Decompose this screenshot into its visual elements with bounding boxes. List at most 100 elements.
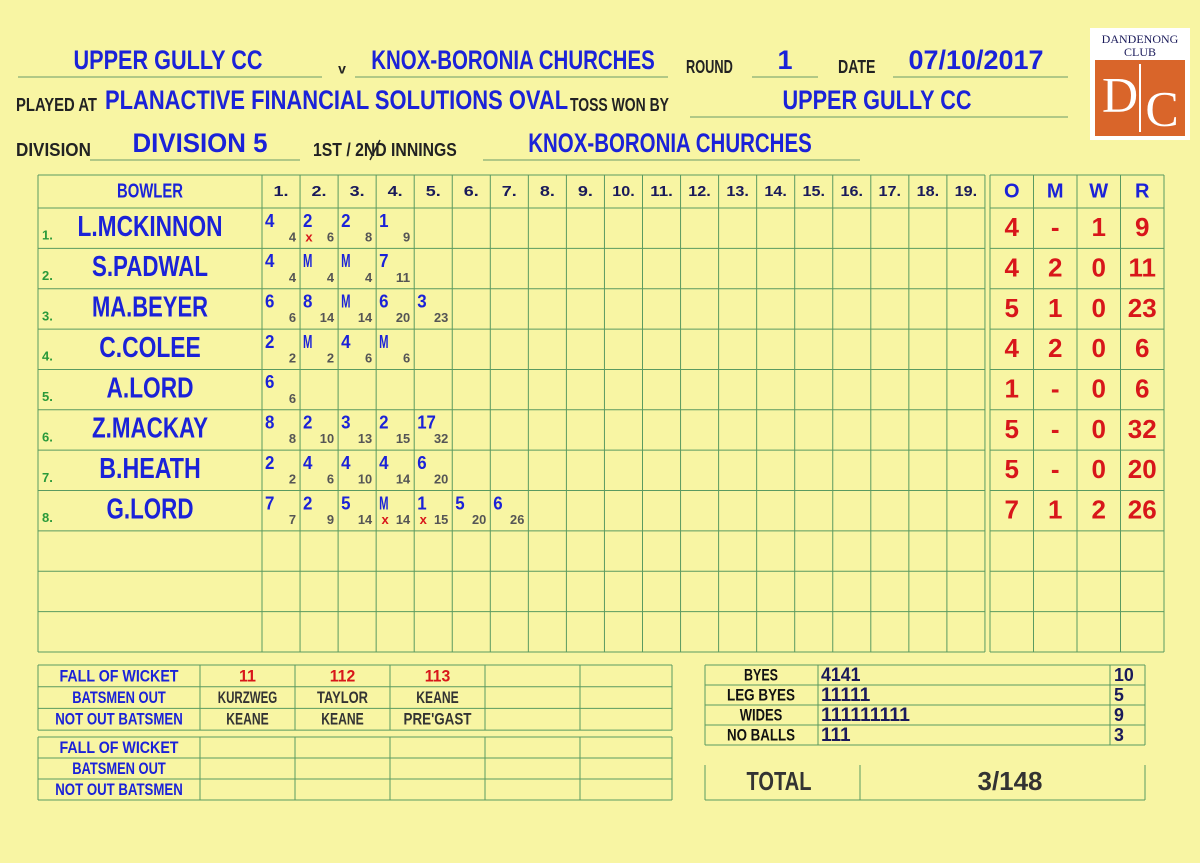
over-runs: 4 — [341, 332, 350, 352]
toss-winner: UPPER GULLY CC — [783, 85, 972, 115]
bowling-figure: 4 — [1005, 333, 1020, 363]
division: DIVISION 5 — [133, 128, 268, 158]
running-total: 6 — [327, 229, 334, 244]
column-header: BOWLER — [117, 180, 183, 202]
over-runs: 2 — [341, 211, 350, 231]
label: 1ST / 2ND INNINGS — [313, 140, 457, 160]
not-out-batsman: PRE'GAST — [404, 710, 472, 729]
bowling-figure: 0 — [1092, 252, 1106, 282]
running-total: 20 — [396, 310, 410, 325]
row-number: 6. — [42, 429, 53, 444]
over-header: 7. — [502, 183, 517, 200]
bowling-figure: 26 — [1128, 495, 1157, 525]
bowling-figure: 5 — [1005, 414, 1019, 444]
row-number: 3. — [42, 308, 53, 323]
wicket-mark: x — [420, 512, 428, 527]
over-runs: M — [303, 251, 312, 271]
batsman-out: KURZWEG — [218, 688, 278, 707]
bowler-name: L.MCKINNON — [78, 211, 223, 243]
column-header: M — [1047, 180, 1064, 202]
extras-total: 3 — [1114, 725, 1124, 745]
bowling-figure: 0 — [1092, 293, 1106, 323]
wicket-score: 11 — [239, 666, 256, 685]
over-header: 4. — [388, 183, 403, 200]
running-total: 20 — [472, 512, 486, 527]
over-runs: M — [379, 332, 388, 352]
bowler-name: MA.BEYER — [92, 292, 208, 324]
extras-tally: 111111111 — [821, 705, 910, 726]
bowling-figure: - — [1051, 414, 1060, 444]
not-out-batsman: KEANE — [226, 710, 269, 729]
running-total: 6 — [365, 351, 372, 366]
row-label: FALL OF WICKET — [60, 738, 180, 757]
bowling-figure: 32 — [1128, 414, 1157, 444]
over-runs: 6 — [265, 372, 274, 392]
bowler-name: A.LORD — [107, 372, 194, 404]
bowler-name: B.HEATH — [99, 453, 201, 485]
bowling-figure: - — [1051, 454, 1060, 484]
running-total: 14 — [320, 310, 335, 325]
label: PLAYED AT — [16, 95, 97, 115]
extras-label: LEG BYES — [727, 685, 795, 704]
over-header: 11. — [650, 183, 673, 200]
row-number: 5. — [42, 389, 53, 404]
running-total: 11 — [396, 270, 410, 285]
running-total: 9 — [327, 512, 334, 527]
row-number: 7. — [42, 470, 53, 485]
bowling-figure: 6 — [1135, 373, 1149, 403]
bowling-figure: 23 — [1128, 293, 1157, 323]
bowling-figure: 5 — [1005, 454, 1019, 484]
over-runs: M — [379, 493, 388, 513]
round: 1 — [777, 45, 792, 75]
row-label: BATSMEN OUT — [72, 688, 166, 707]
extras-total: 5 — [1114, 685, 1124, 705]
logo-text: DANDENONG — [1102, 32, 1179, 46]
over-header: 19. — [955, 183, 978, 200]
over-header: 17. — [879, 183, 902, 200]
over-runs: 7 — [265, 493, 274, 513]
wicket-score: 113 — [425, 666, 451, 685]
over-header: 12. — [688, 183, 711, 200]
bowling-figure: 0 — [1092, 454, 1106, 484]
label: v — [338, 61, 346, 77]
batting-team: KNOX-BORONIA CHURCHES — [528, 128, 812, 158]
bowling-figure: 0 — [1092, 414, 1106, 444]
row-label: NOT OUT BATSMEN — [55, 710, 183, 729]
running-total: 14 — [358, 310, 373, 325]
bowler-name: Z.MACKAY — [92, 413, 208, 445]
bowling-figure: 20 — [1128, 454, 1157, 484]
over-runs: M — [341, 251, 350, 271]
bowling-figure: 9 — [1135, 212, 1149, 242]
bowling-figure: 4 — [1005, 252, 1020, 282]
running-total: 10 — [358, 472, 372, 487]
over-runs: 2 — [303, 413, 312, 433]
over-runs: 2 — [379, 413, 388, 433]
bowling-figure: 5 — [1005, 293, 1019, 323]
over-runs: 2 — [303, 211, 312, 231]
running-total: 9 — [403, 229, 410, 244]
label: ROUND — [686, 57, 733, 77]
label: DATE — [838, 57, 875, 77]
over-header: 10. — [612, 183, 635, 200]
over-header: 18. — [917, 183, 940, 200]
over-runs: 8 — [303, 291, 312, 311]
over-runs: 3 — [341, 413, 350, 433]
running-total: 32 — [434, 431, 448, 446]
header-underlines — [18, 76, 1068, 161]
over-runs: 5 — [455, 493, 464, 513]
running-total: 14 — [396, 512, 411, 527]
team-name: KNOX-BORONIA CHURCHES — [371, 45, 655, 75]
bowler-name: G.LORD — [107, 493, 194, 525]
over-header: 8. — [540, 183, 555, 200]
over-header: 6. — [464, 183, 479, 200]
extras-tally: 111 — [821, 725, 851, 746]
bowling-figure: - — [1051, 373, 1060, 403]
over-runs: 6 — [379, 291, 388, 311]
over-runs: 1 — [417, 493, 426, 513]
extras-total: 10 — [1114, 665, 1134, 685]
running-total: 15 — [396, 431, 410, 446]
over-runs: 4 — [265, 211, 274, 231]
over-runs: 4 — [303, 453, 312, 473]
row-label: NOT OUT BATSMEN — [55, 780, 183, 799]
